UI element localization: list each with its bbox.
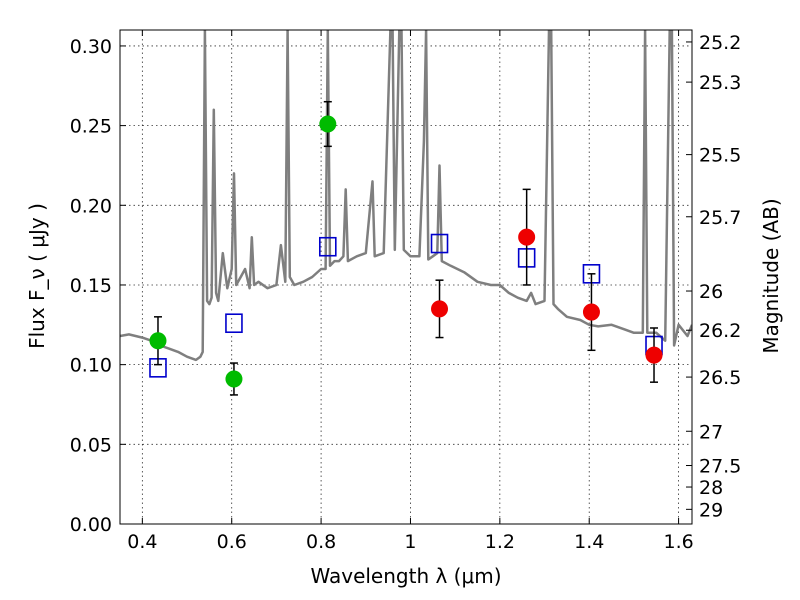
plot-frame (119, 29, 693, 525)
y-axis-right-label: Magnitude (AB) (759, 198, 783, 353)
model-spectrum (120, 30, 692, 362)
x-tick-label: 0.8 (306, 531, 336, 553)
y-axis-label: Flux F_ν ( μJy ) (25, 203, 49, 349)
magnitude-tick-label: 29 (699, 499, 723, 521)
y-tick-label: 0.05 (70, 434, 112, 456)
magnitude-tick-label: 25.7 (699, 207, 741, 229)
observed-flux-point (319, 115, 337, 133)
magnitude-tick-label: 26.5 (699, 367, 741, 389)
x-tick-label: 0.6 (217, 531, 247, 553)
model-flux-square (318, 236, 337, 257)
x-tick-label: 1 (404, 531, 416, 553)
magnitude-tick-label: 25.3 (699, 72, 741, 94)
x-tick-label: 1.2 (485, 531, 515, 553)
magnitude-tick-label: 25.5 (699, 145, 741, 167)
model-flux-square (430, 233, 449, 254)
magnitude-tick-label: 26.2 (699, 320, 741, 342)
observed-flux-point (518, 228, 536, 246)
model-flux-square (225, 313, 243, 334)
spectrum-line (120, 30, 692, 362)
axis-ticks: 0.4 0.6 0.8 1 1.2 1.4 1.6 0.00 0.05 0.10 0.15 0.20 0… (70, 30, 741, 553)
magnitude-tick-label: 28 (699, 477, 723, 499)
x-tick-label: 0.4 (127, 531, 157, 553)
y-tick-label: 0.10 (70, 355, 112, 377)
observed-flux-point (582, 303, 600, 321)
x-axis-label: Wavelength λ (μm) (310, 564, 501, 588)
magnitude-tick-label: 25.2 (699, 32, 741, 54)
y-tick-label: 0.20 (70, 195, 112, 217)
magnitude-tick-label: 26 (699, 281, 723, 303)
observed-flux-point (149, 332, 167, 350)
photometry-points (149, 100, 663, 396)
y-tick-label: 0.30 (70, 36, 112, 58)
x-tick-label: 1.4 (574, 531, 604, 553)
observed-flux-point (645, 346, 663, 364)
magnitude-tick-label: 27 (699, 421, 723, 443)
observed-flux-point (225, 370, 243, 388)
observed-flux-point (431, 300, 449, 318)
x-tick-label: 1.6 (663, 531, 693, 553)
y-tick-label: 0.25 (70, 116, 112, 138)
y-tick-label: 0.15 (70, 275, 112, 297)
y-tick-label: 0.00 (70, 514, 112, 536)
magnitude-tick-label: 27.5 (699, 456, 741, 478)
